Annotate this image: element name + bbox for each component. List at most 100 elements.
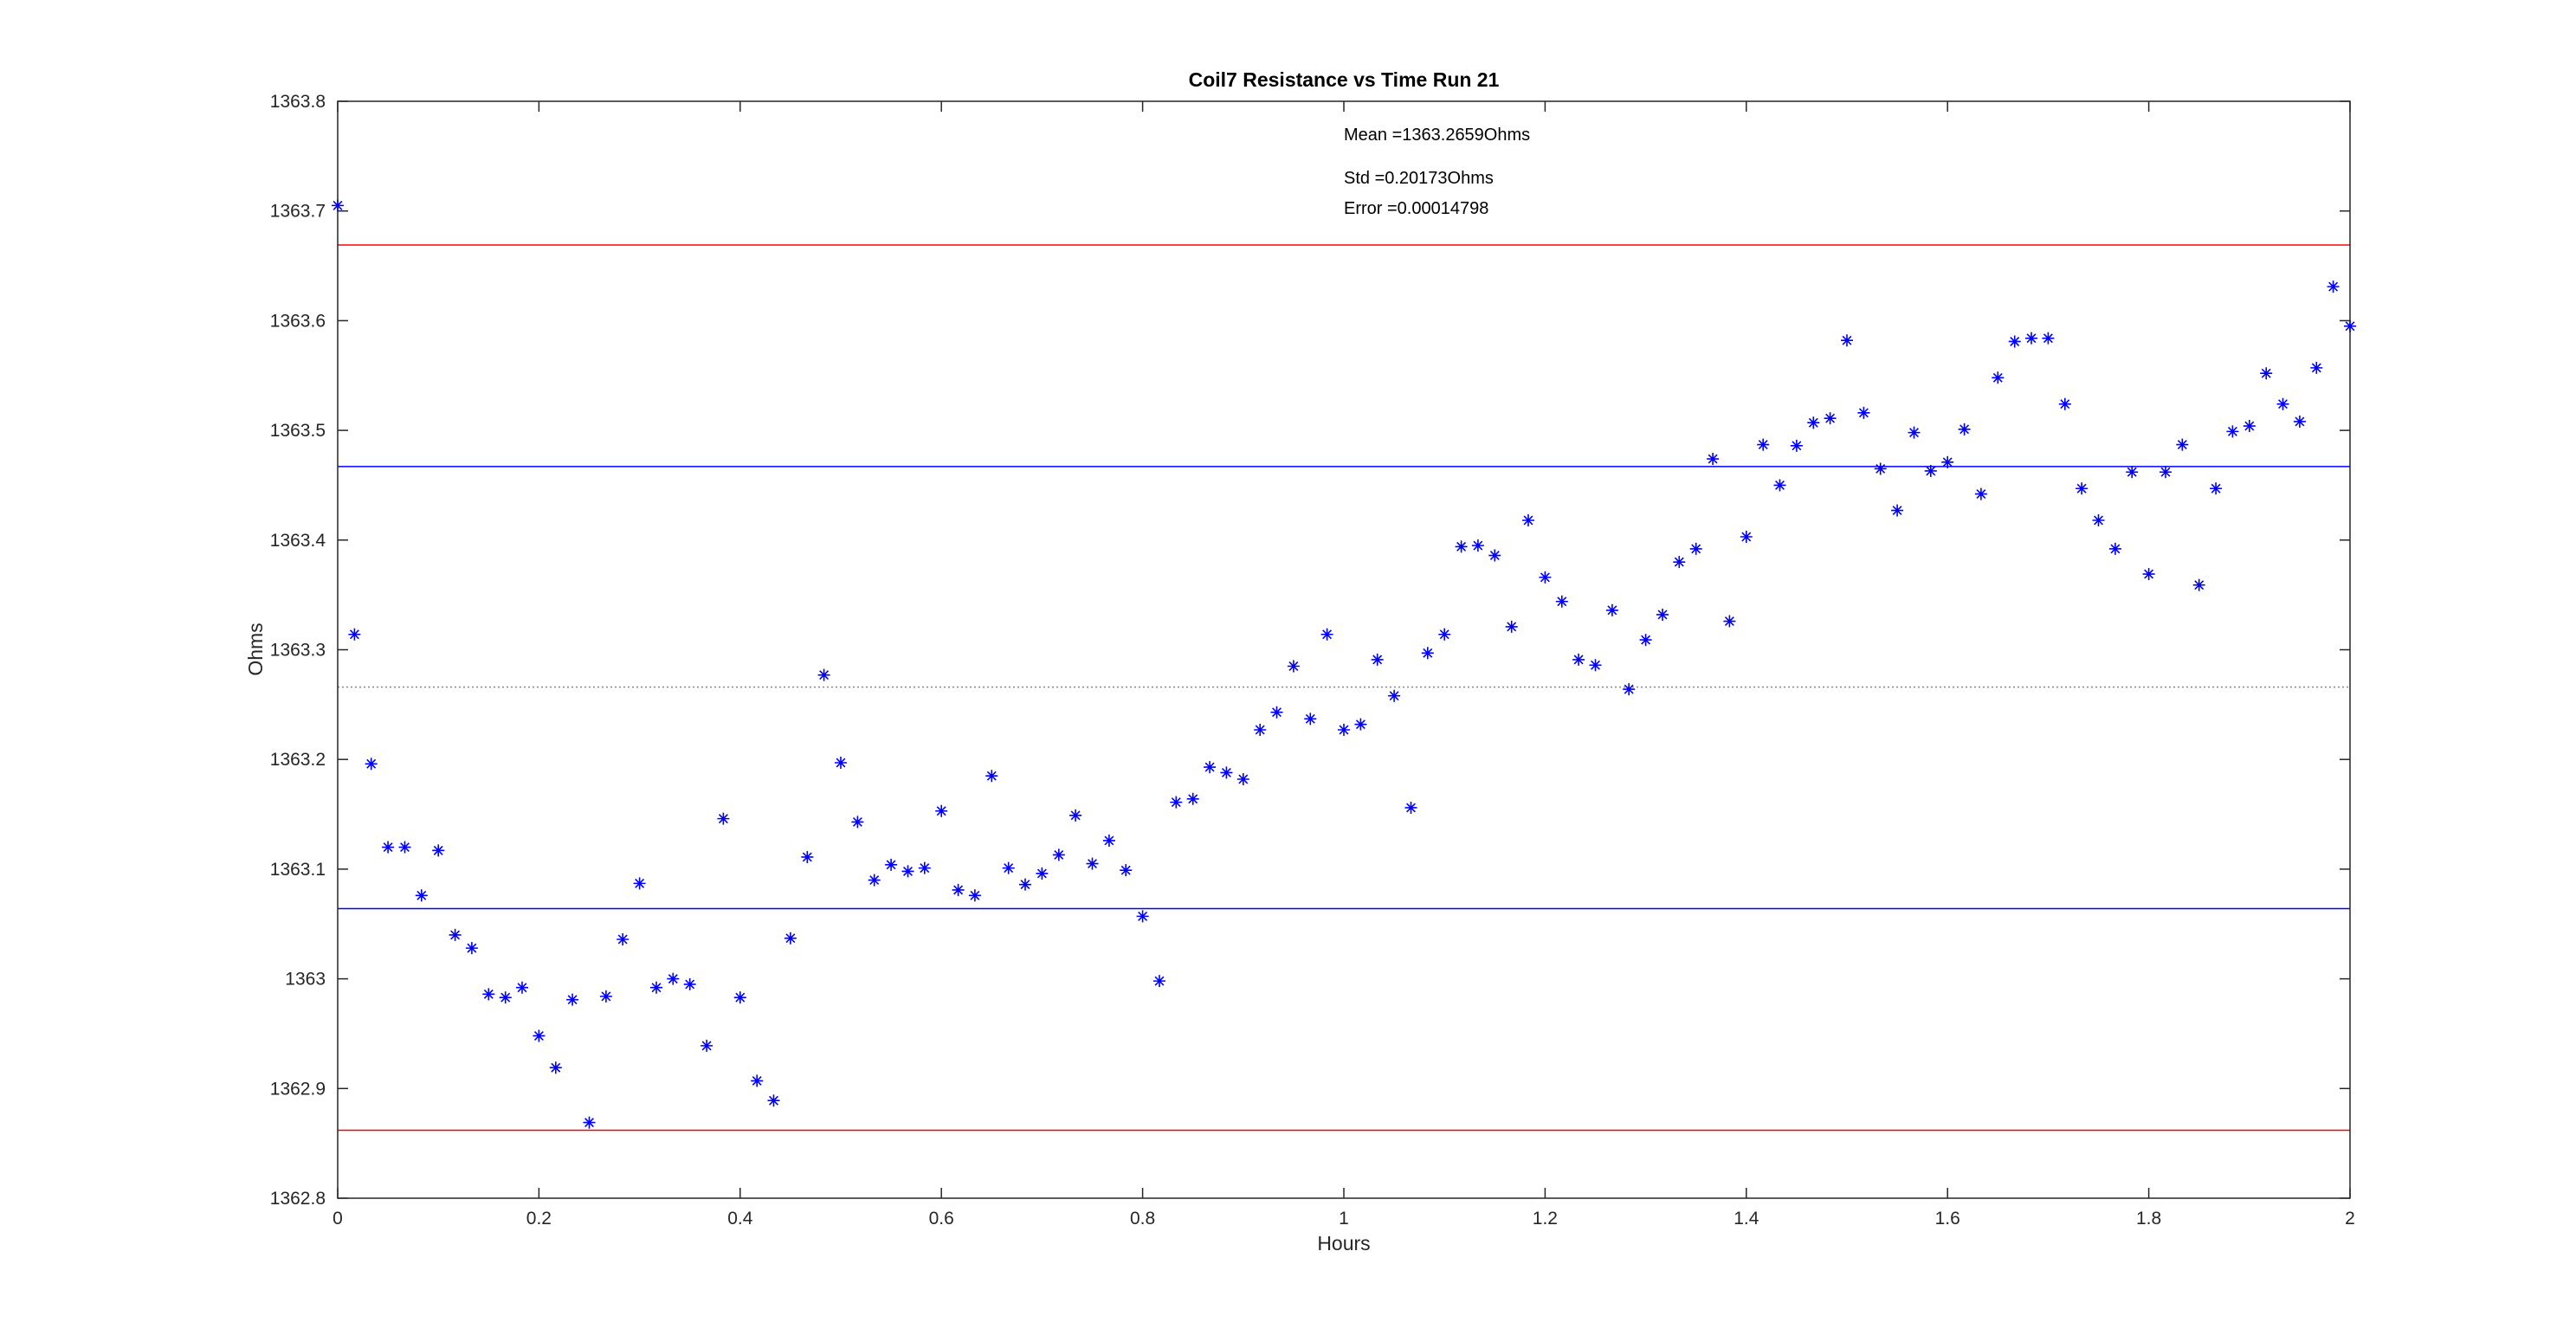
data-point: [1639, 634, 1652, 647]
data-point: [583, 1116, 596, 1129]
data-point: [2344, 319, 2356, 332]
data-point: [1908, 426, 1921, 439]
data-point: [985, 770, 998, 783]
data-point: [348, 628, 361, 641]
x-tick-label: 1.2: [1533, 1209, 1558, 1229]
data-point: [2276, 397, 2289, 410]
data-point: [1220, 766, 1233, 779]
data-point: [700, 1039, 713, 1052]
data-point: [599, 990, 612, 1003]
data-point: [2076, 482, 2089, 495]
chart-title: Coil7 Resistance vs Time Run 21: [1189, 68, 1500, 91]
data-point: [1036, 867, 1049, 880]
data-point: [1371, 653, 1384, 666]
data-point: [549, 1061, 562, 1074]
data-point: [1941, 455, 1954, 468]
data-point: [515, 981, 528, 994]
y-axis-label: Ohms: [244, 622, 267, 675]
y-tick-label: 1362.9: [270, 1079, 326, 1099]
data-point: [1874, 462, 1887, 475]
data-point: [1689, 542, 1702, 555]
data-point: [683, 977, 696, 990]
data-point: [1723, 615, 1736, 628]
data-point: [2310, 361, 2323, 374]
data-point: [918, 861, 931, 874]
data-point: [717, 812, 730, 825]
x-tick-label: 1.6: [1935, 1209, 1960, 1229]
data-point: [868, 874, 881, 887]
data-point: [767, 1094, 780, 1107]
data-point: [566, 993, 579, 1006]
data-point: [952, 883, 965, 896]
data-point: [1136, 910, 1149, 923]
data-point: [1471, 539, 1484, 552]
annotation: Mean =1363.2659Ohms: [1344, 126, 1530, 145]
data-point: [667, 972, 680, 985]
y-tick-label: 1363.8: [270, 92, 326, 112]
data-point: [2042, 332, 2055, 345]
x-tick-label: 1: [1339, 1209, 1349, 1229]
data-point: [1086, 857, 1099, 870]
data-point: [2226, 425, 2239, 438]
data-point: [2058, 397, 2071, 410]
plot-frame: [337, 100, 2351, 1199]
y-tick-label: 1363.4: [270, 531, 326, 551]
data-point: [1824, 412, 1837, 425]
data-point: [935, 804, 948, 817]
data-point: [733, 991, 746, 1004]
data-point: [2293, 415, 2306, 428]
data-point: [1438, 628, 1451, 641]
data-point: [1757, 438, 1770, 451]
data-point: [1304, 713, 1317, 726]
x-tick-label: 0: [332, 1209, 343, 1229]
data-point: [801, 850, 814, 863]
data-point: [2092, 513, 2105, 526]
x-tick-label: 1.8: [2136, 1209, 2161, 1229]
x-tick-label: 0.4: [727, 1209, 753, 1229]
x-axis-label: Hours: [1317, 1232, 1370, 1254]
data-point: [1153, 975, 1166, 988]
data-point: [1958, 422, 1971, 435]
annotation: Std =0.20173Ohms: [1344, 169, 1494, 188]
data-point: [1740, 530, 1753, 543]
data-point: [817, 668, 830, 681]
data-point: [1974, 487, 1987, 500]
data-point: [1605, 603, 1618, 616]
data-point: [1807, 416, 1820, 429]
data-point: [1102, 834, 1115, 847]
data-point: [1388, 689, 1401, 702]
data-point: [1455, 540, 1468, 553]
data-point: [1052, 848, 1065, 861]
data-point: [2108, 542, 2121, 555]
y-tick-label: 1363.7: [270, 202, 326, 222]
data-point: [1623, 683, 1636, 696]
data-point: [365, 758, 378, 771]
data-point: [2008, 335, 2021, 348]
data-point: [617, 932, 629, 945]
plot-area: [338, 101, 2350, 1198]
data-point: [2260, 367, 2273, 380]
data-point: [1656, 608, 1669, 621]
data-point: [1421, 647, 1434, 660]
data-point: [1287, 660, 1300, 673]
y-tick-label: 1363.1: [270, 860, 326, 880]
data-point: [835, 757, 847, 770]
data-point: [1891, 504, 1904, 517]
data-point: [633, 877, 646, 890]
data-point: [465, 942, 478, 955]
x-tick-label: 1.4: [1733, 1209, 1759, 1229]
data-point: [2210, 482, 2223, 495]
data-point: [499, 991, 512, 1004]
data-point: [1069, 809, 1082, 822]
data-point: [398, 841, 411, 854]
data-point: [1707, 453, 1720, 466]
data-point: [968, 889, 981, 902]
data-point: [650, 981, 663, 994]
x-tick-label: 0.8: [1130, 1209, 1155, 1229]
data-point: [1992, 371, 2005, 384]
data-point: [1488, 549, 1501, 562]
data-point: [1673, 556, 1686, 569]
x-tick-label: 0.2: [526, 1209, 552, 1229]
data-point: [1186, 792, 1199, 805]
data-point: [1924, 464, 1937, 477]
